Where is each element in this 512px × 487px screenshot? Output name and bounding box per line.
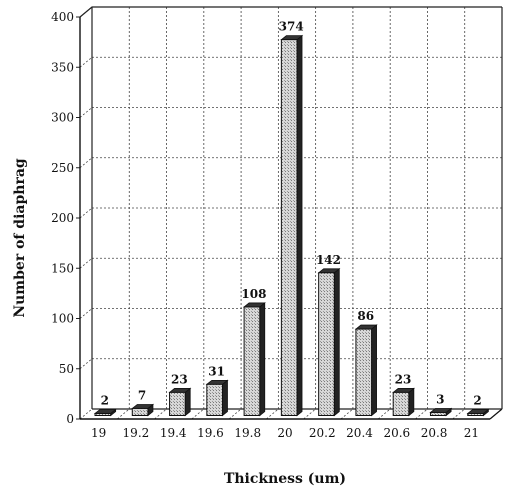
- bar-side: [371, 324, 377, 417]
- bar-front: [169, 391, 186, 417]
- x-tick-label: 20.8: [421, 426, 448, 440]
- floor-right-edge: [489, 408, 503, 420]
- gridline-h-wall: [79, 308, 93, 319]
- bar-side: [222, 379, 228, 417]
- x-tick-label: 19.8: [234, 426, 261, 440]
- bar-side: [408, 387, 415, 417]
- bar-19.6: [205, 379, 229, 417]
- y-tick-label: 200: [51, 211, 74, 225]
- bar-front: [467, 412, 484, 416]
- x-tick-label: 20.4: [346, 426, 373, 440]
- data-label: 142: [316, 253, 341, 267]
- data-label: 2: [101, 393, 109, 407]
- gridline-floor: [377, 408, 391, 420]
- bar-20.2: [317, 267, 341, 417]
- bar-front: [243, 306, 261, 416]
- bar-front: [355, 328, 373, 417]
- y-tick-label: 250: [51, 161, 74, 175]
- gridline-floor: [415, 408, 428, 420]
- bar-front: [206, 383, 223, 417]
- gridline-h-wall: [79, 157, 93, 169]
- bar-side: [259, 302, 266, 417]
- bar-20: [280, 34, 304, 417]
- y-tick-label: 300: [51, 111, 74, 125]
- gridline-h-wall: [79, 257, 93, 269]
- gridline-floor: [228, 408, 242, 420]
- gridline-floor: [79, 408, 93, 420]
- bar-20.8: [429, 407, 453, 417]
- bar-20.4: [354, 324, 378, 417]
- data-label: 31: [208, 364, 225, 378]
- bar-19: [93, 408, 117, 417]
- gridline-floor: [154, 408, 167, 420]
- bar-19.4: [168, 387, 192, 417]
- bar-front: [318, 272, 335, 417]
- y-tick-label: 0: [66, 412, 74, 426]
- data-label: 86: [357, 309, 374, 323]
- bar-19.2: [131, 403, 155, 417]
- data-label: 23: [395, 372, 412, 386]
- data-label: 2: [473, 393, 481, 407]
- x-tick-label: 20.2: [309, 426, 336, 440]
- y-tick-label: 50: [59, 362, 74, 376]
- x-tick-label: 19: [91, 426, 106, 440]
- gridline-h-wall: [79, 358, 93, 370]
- y-tick-label: 150: [51, 261, 74, 275]
- y-tick-label: 100: [51, 312, 74, 326]
- bar-side: [296, 34, 303, 417]
- bar-front: [131, 407, 149, 416]
- gridline-floor: [266, 408, 279, 420]
- bars-layer: [93, 34, 490, 417]
- gridline-h-wall: [79, 107, 93, 118]
- x-tick-label: 19.4: [160, 426, 187, 440]
- bar-20.6: [392, 387, 415, 417]
- bar-side: [333, 267, 340, 417]
- x-tick-label: 20.6: [383, 426, 410, 440]
- x-tick-label: 19.2: [123, 426, 150, 440]
- data-label: 23: [171, 372, 188, 386]
- data-label: 374: [279, 20, 304, 34]
- y-tick-label: 400: [51, 10, 74, 24]
- bar-front: [280, 39, 298, 416]
- gridline-floor: [303, 408, 316, 420]
- data-label: 3: [436, 392, 444, 406]
- grid-layer: [76, 6, 503, 420]
- y-tick-label: 350: [51, 60, 74, 74]
- gridline-floor: [452, 408, 465, 420]
- x-tick-label: 20: [277, 426, 292, 440]
- x-tick-label: 19.6: [197, 426, 224, 440]
- tick-labels-layer: 0 50 100 150 200 250 300 350 400 19 19.2 19.4 19.6 19…: [51, 10, 479, 440]
- back-wall-top: [79, 6, 502, 18]
- x-axis-title: Thickness (um): [224, 471, 346, 487]
- x-tick-label: 21: [464, 426, 479, 440]
- y-axis-title: Number of diaphrag: [12, 158, 28, 318]
- bar-front: [429, 411, 447, 416]
- gridline-h-wall: [79, 56, 93, 68]
- gridline-floor: [191, 408, 205, 420]
- bar-front: [94, 412, 112, 416]
- gridline-floor: [117, 408, 130, 420]
- bar-19.8: [242, 302, 266, 417]
- bar-21: [466, 408, 490, 417]
- gridline-floor: [340, 408, 354, 420]
- bar-front: [392, 391, 410, 417]
- gridline-h-wall: [79, 207, 93, 219]
- data-labels-layer: 2 7 23 31 108 374 142 86 23 3 2: [101, 20, 482, 408]
- data-label: 108: [241, 287, 266, 301]
- data-label: 7: [138, 388, 146, 402]
- bar-side: [184, 387, 191, 417]
